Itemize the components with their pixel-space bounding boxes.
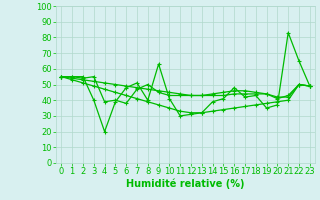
- X-axis label: Humidité relative (%): Humidité relative (%): [126, 179, 245, 189]
